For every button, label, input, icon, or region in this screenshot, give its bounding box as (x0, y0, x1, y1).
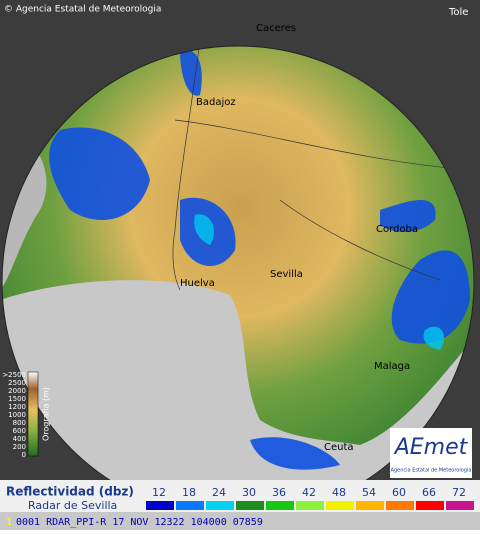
borders (172, 46, 471, 291)
status-text: 0001 RDAR_PPI-R 17 NOV 12322 104000 0785… (16, 517, 263, 528)
legend-label: 30 (242, 486, 256, 499)
legend-label: 42 (302, 486, 316, 499)
status-index: 1 (6, 517, 12, 528)
legend-swatch (266, 501, 294, 510)
legend-swatch (176, 501, 204, 510)
city-label: Caceres (256, 23, 296, 34)
city-label: Sevilla (270, 269, 303, 280)
logo-box (390, 428, 472, 478)
legend-swatch (236, 501, 264, 510)
orography-title: Orografia (m) (42, 387, 51, 441)
legend-swatch (386, 501, 414, 510)
legend-label: 24 (212, 486, 226, 499)
status-bar (0, 512, 480, 530)
orography-label: >2500 (2, 371, 26, 379)
legend-swatch (416, 501, 444, 510)
credit: © Agencia Estatal de Meteorologia (4, 5, 161, 15)
orography-label: 1500 (8, 395, 26, 403)
orography-label: 400 (13, 435, 26, 443)
logo: AEmet (393, 435, 469, 460)
radar-disc (2, 46, 474, 518)
orography-bar (27, 371, 39, 457)
legend-label: 60 (392, 486, 406, 499)
legend-label: 54 (362, 486, 376, 499)
legend-label: 18 (182, 486, 196, 499)
orography-label: 1000 (8, 411, 26, 419)
orography-label: 1200 (8, 403, 26, 411)
legend-subtitle: Radar de Sevilla (28, 499, 117, 512)
legend-swatch (206, 501, 234, 510)
city-label: Cordoba (376, 224, 418, 235)
legend-swatch (296, 501, 324, 510)
city-label: Tole (448, 7, 468, 18)
city-label: Ceuta (324, 442, 354, 453)
orography-label: 2000 (8, 387, 26, 395)
orography-label: 800 (13, 419, 26, 427)
city-labels: Caceres Badajoz Cordoba Sevilla Huelva M… (180, 7, 468, 453)
legend-swatch (146, 501, 174, 510)
legend-label: 66 (422, 486, 436, 499)
city-label: Malaga (374, 361, 410, 372)
sea (2, 280, 360, 480)
legend-label: 12 (152, 486, 166, 499)
legend-title: Reflectividad (dbz) (6, 485, 134, 499)
legend-scale: 12 18 24 30 36 42 48 54 60 66 72 (146, 486, 474, 510)
legend-swatch (356, 501, 384, 510)
legend-label: 72 (452, 486, 466, 499)
orography-label: 200 (13, 443, 26, 451)
legend-label: 48 (332, 486, 346, 499)
city-label: Badajoz (196, 97, 236, 108)
legend-swatch (326, 501, 354, 510)
echoes (49, 49, 470, 470)
orography-label: 2500 (8, 379, 26, 387)
legend-label: 36 (272, 486, 286, 499)
orography-label: 600 (13, 427, 26, 435)
orography-label: 0 (22, 451, 26, 459)
logo-subtitle: Agencia Estatal de Meteorologia (391, 468, 472, 474)
city-label: Huelva (180, 278, 215, 289)
legend-swatch (446, 501, 474, 510)
